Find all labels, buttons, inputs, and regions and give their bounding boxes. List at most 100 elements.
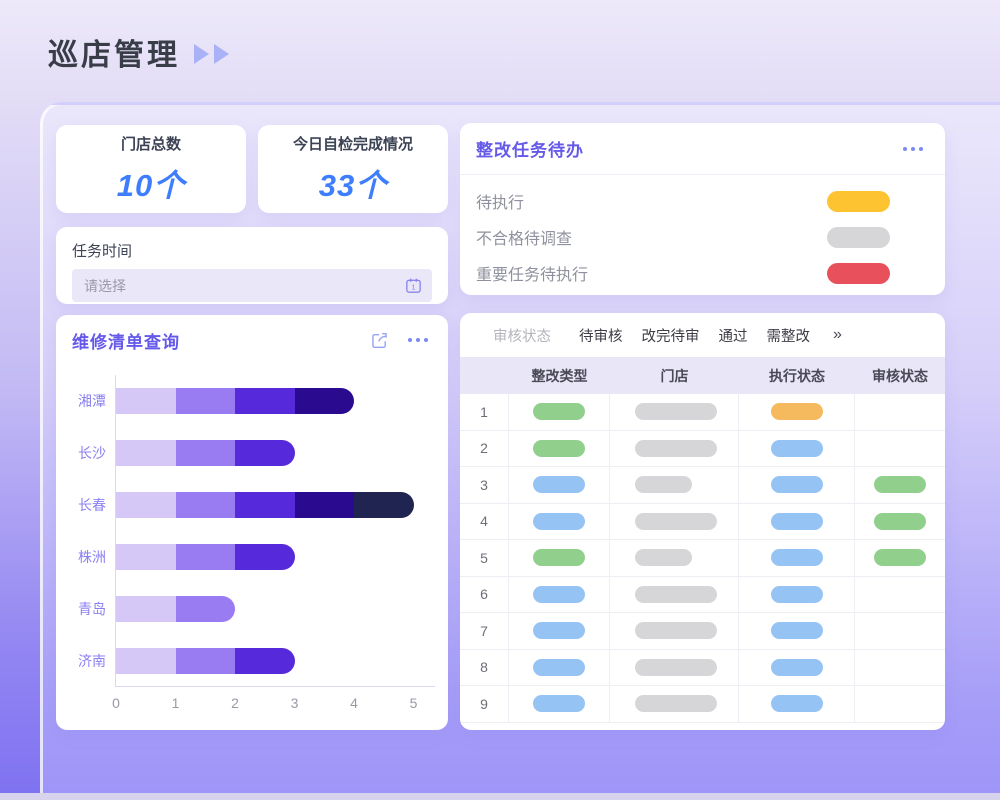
- axis-tick-label: 2: [231, 695, 239, 711]
- table-cell: [739, 467, 855, 503]
- row-index: 4: [480, 513, 488, 530]
- tabs-more-button[interactable]: »: [833, 326, 842, 343]
- row-index: 2: [480, 440, 488, 457]
- status-pill: [533, 403, 585, 421]
- bar-segment: [294, 388, 354, 414]
- calendar-icon[interactable]: 1: [404, 276, 423, 295]
- row-index-cell: 6: [460, 576, 509, 612]
- status-pill: [533, 695, 585, 713]
- bar-segment: [116, 388, 176, 414]
- bar-segment: [354, 492, 414, 518]
- bar-segment: [116, 440, 176, 466]
- axis-tick-label: 5: [409, 695, 418, 711]
- table-cell: [610, 649, 739, 685]
- status-pill: [635, 658, 717, 676]
- table-row[interactable]: 1: [460, 394, 945, 431]
- status-pill: [874, 549, 926, 567]
- table-cell: [509, 394, 610, 430]
- status-pill: [635, 439, 717, 457]
- table-row[interactable]: 3: [460, 467, 945, 504]
- status-pill: [635, 585, 717, 603]
- table-cell: [739, 686, 855, 722]
- row-index: 6: [480, 586, 488, 603]
- stacked-bar: [116, 596, 235, 622]
- table-row[interactable]: 2: [460, 430, 945, 467]
- review-table-card: 审核状态 待审核 改完待审 通过 需整改 » 整改类型 门店 执行状态 审核状态 1 2 3 4 5…: [460, 313, 945, 730]
- status-pill: [770, 512, 823, 530]
- todo-item: 待执行: [476, 183, 890, 219]
- row-index: 3: [480, 476, 488, 493]
- table-cell: [509, 467, 610, 503]
- chart-x-axis: [115, 686, 435, 687]
- play-triangle-icon: [214, 44, 229, 64]
- row-index-cell: 7: [460, 613, 509, 649]
- status-pill: [770, 549, 823, 567]
- status-pill: [533, 439, 585, 457]
- table-cell: [610, 540, 739, 576]
- stat-label: 门店总数: [120, 136, 181, 153]
- tab-需整改[interactable]: 需整改: [766, 328, 811, 345]
- table-cell: [855, 431, 945, 467]
- table-cell: [855, 504, 945, 540]
- status-pill: [635, 695, 717, 713]
- status-pill: [635, 549, 692, 567]
- table-cell: [855, 467, 945, 503]
- chart-y-axis: [115, 375, 116, 687]
- table-header-cell: [460, 357, 509, 394]
- share-icon[interactable]: [369, 330, 390, 351]
- table-header-cell: 审核状态: [872, 367, 928, 384]
- status-pill: [635, 622, 717, 640]
- todo-card: 整改任务待办 待执行 不合格待调查 重要任务待执行: [460, 123, 945, 295]
- table-cell: [610, 613, 739, 649]
- date-picker[interactable]: 1: [72, 269, 432, 302]
- table-row[interactable]: 4: [460, 503, 945, 540]
- table-cell: [739, 540, 855, 576]
- bar-segment: [294, 492, 354, 518]
- table-cell: [855, 650, 945, 686]
- table-row[interactable]: 6: [460, 576, 945, 613]
- play-icon: [194, 44, 229, 64]
- date-picker-input[interactable]: [84, 277, 404, 294]
- bar-segment: [175, 440, 235, 466]
- axis-tick-label: 1: [171, 695, 180, 711]
- status-pill: [533, 585, 585, 603]
- ellipsis-icon[interactable]: [408, 338, 428, 342]
- todo-item-label: 重要任务待执行: [476, 267, 589, 284]
- chart-row: 济南: [56, 635, 448, 687]
- stacked-bar: [116, 492, 414, 518]
- stat-card-self-check: 今日自检完成情况 33个: [258, 125, 448, 213]
- status-pill: [533, 549, 585, 567]
- table-row[interactable]: 5: [460, 540, 945, 577]
- repair-query-card: 维修清单查询 湘潭 长沙 长春 株洲 青岛 济南 0 1 2 3 4 5: [56, 315, 448, 730]
- status-pill: [533, 476, 585, 494]
- table-cell: [509, 576, 610, 612]
- todo-item-label: 待执行: [476, 195, 525, 212]
- row-index-cell: 2: [460, 430, 509, 466]
- tab-通过[interactable]: 通过: [718, 328, 748, 345]
- table-cell: [855, 686, 945, 722]
- table-body: 1 2 3 4 5 6 7 8 9: [460, 394, 945, 723]
- tab-改完待审[interactable]: 改完待审: [641, 328, 700, 345]
- chart-row: 青岛: [56, 583, 448, 635]
- bar-segment: [235, 492, 295, 518]
- row-index-cell: 3: [460, 467, 509, 503]
- bar-segment: [175, 544, 235, 570]
- tab-待审核[interactable]: 待审核: [579, 328, 623, 345]
- stacked-bar: [116, 388, 354, 414]
- bar-segment: [175, 648, 235, 674]
- task-time-label: 任务时间: [72, 243, 133, 260]
- table-cell: [739, 394, 855, 430]
- stat-label: 今日自检完成情况: [292, 136, 413, 153]
- todo-card-title: 整改任务待办: [476, 141, 584, 160]
- table-row[interactable]: 7: [460, 613, 945, 650]
- bar-segment: [235, 388, 295, 414]
- table-row[interactable]: 8: [460, 649, 945, 686]
- chart-category-label: 株洲: [78, 549, 106, 565]
- bar-segment: [116, 596, 176, 622]
- row-index-cell: 1: [460, 394, 509, 430]
- bar-segment: [116, 544, 176, 570]
- table-row[interactable]: 9: [460, 686, 945, 723]
- repair-card-title: 维修清单查询: [72, 332, 180, 352]
- ellipsis-icon[interactable]: [903, 146, 923, 151]
- status-pill: [827, 190, 890, 212]
